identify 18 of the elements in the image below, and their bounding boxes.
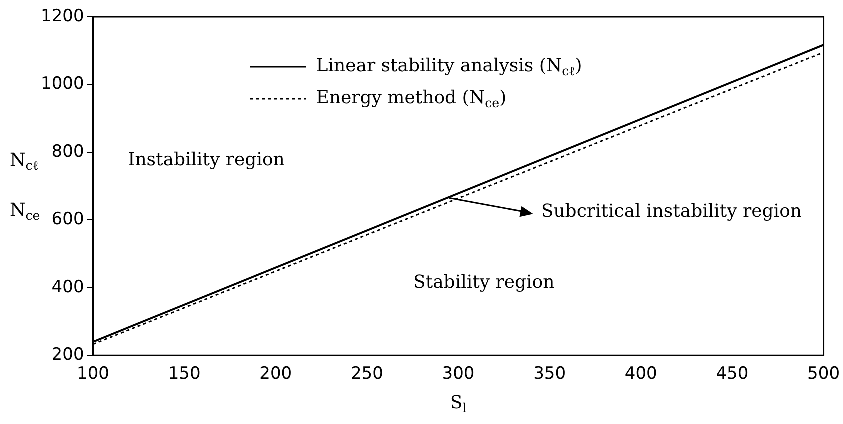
y-tick-label: 1000 — [41, 74, 84, 94]
annotation: Instability region — [128, 150, 286, 171]
x-tick-label: 150 — [168, 364, 201, 384]
x-tick-label: 250 — [350, 364, 384, 384]
y-tick-label: 1200 — [41, 6, 84, 26]
x-tick-label: 100 — [77, 364, 110, 384]
y-tick-label: 400 — [52, 277, 84, 298]
annotation: Subcritical instability region — [541, 200, 802, 222]
x-tick-label: 500 — [808, 364, 840, 384]
y-tick-label: 200 — [52, 345, 84, 366]
x-tick-label: 300 — [442, 364, 475, 384]
x-tick-label: 400 — [624, 364, 658, 384]
x-tick-label: 200 — [260, 364, 292, 384]
y-tick-label: 800 — [52, 142, 84, 162]
x-tick-label: 350 — [534, 364, 566, 384]
x-tick-label: 450 — [716, 364, 749, 384]
annotation: Stability region — [414, 272, 556, 293]
y-tick-label: 600 — [52, 210, 84, 230]
